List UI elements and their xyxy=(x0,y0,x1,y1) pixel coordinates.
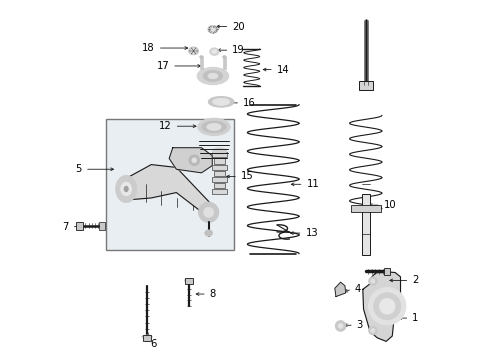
FancyBboxPatch shape xyxy=(184,278,192,284)
Text: 1: 1 xyxy=(411,313,418,323)
Ellipse shape xyxy=(198,118,230,135)
Ellipse shape xyxy=(184,279,193,282)
FancyBboxPatch shape xyxy=(106,119,233,250)
Text: 14: 14 xyxy=(276,64,289,75)
Text: 12: 12 xyxy=(159,121,171,131)
Text: 2: 2 xyxy=(411,275,418,285)
FancyBboxPatch shape xyxy=(213,158,225,163)
Circle shape xyxy=(337,323,343,328)
Circle shape xyxy=(379,298,394,314)
Text: 10: 10 xyxy=(383,200,395,210)
Ellipse shape xyxy=(124,186,128,192)
Bar xyxy=(222,57,226,69)
Polygon shape xyxy=(129,165,210,219)
Text: 11: 11 xyxy=(306,179,319,189)
Ellipse shape xyxy=(199,55,203,58)
FancyBboxPatch shape xyxy=(361,194,369,255)
Polygon shape xyxy=(169,148,212,173)
Ellipse shape xyxy=(209,27,216,32)
FancyBboxPatch shape xyxy=(213,171,225,176)
Ellipse shape xyxy=(208,96,234,107)
Bar xyxy=(199,57,203,69)
FancyBboxPatch shape xyxy=(212,177,226,182)
Circle shape xyxy=(368,277,376,285)
Text: 17: 17 xyxy=(156,61,169,71)
FancyBboxPatch shape xyxy=(212,152,226,157)
FancyBboxPatch shape xyxy=(212,165,226,170)
Ellipse shape xyxy=(207,73,218,79)
Polygon shape xyxy=(362,271,400,341)
Text: 5: 5 xyxy=(76,164,82,174)
Text: 16: 16 xyxy=(243,98,255,108)
Ellipse shape xyxy=(190,49,196,53)
Circle shape xyxy=(188,155,199,166)
Circle shape xyxy=(368,326,376,335)
Ellipse shape xyxy=(211,49,217,54)
FancyBboxPatch shape xyxy=(142,334,151,341)
Text: 7: 7 xyxy=(62,222,69,231)
FancyBboxPatch shape xyxy=(383,267,389,275)
FancyBboxPatch shape xyxy=(76,222,82,230)
Ellipse shape xyxy=(116,176,136,202)
FancyBboxPatch shape xyxy=(212,189,226,194)
Ellipse shape xyxy=(203,71,223,81)
Circle shape xyxy=(191,158,196,163)
Text: 18: 18 xyxy=(142,43,155,53)
Ellipse shape xyxy=(202,121,226,133)
Ellipse shape xyxy=(204,230,212,236)
FancyBboxPatch shape xyxy=(358,81,372,90)
Text: 6: 6 xyxy=(150,339,157,349)
Circle shape xyxy=(198,202,218,222)
Circle shape xyxy=(203,207,213,217)
Text: 20: 20 xyxy=(232,22,244,32)
Circle shape xyxy=(373,293,400,320)
FancyBboxPatch shape xyxy=(99,222,105,230)
Ellipse shape xyxy=(197,67,228,85)
Ellipse shape xyxy=(206,123,221,131)
Text: 13: 13 xyxy=(305,228,317,238)
Ellipse shape xyxy=(209,48,219,55)
Text: 15: 15 xyxy=(241,171,253,181)
Ellipse shape xyxy=(212,98,229,105)
Text: 4: 4 xyxy=(354,284,361,294)
FancyBboxPatch shape xyxy=(213,183,225,188)
Ellipse shape xyxy=(121,182,131,196)
FancyBboxPatch shape xyxy=(350,205,380,212)
Circle shape xyxy=(368,288,405,325)
Circle shape xyxy=(335,320,346,331)
Ellipse shape xyxy=(188,47,198,55)
Text: 19: 19 xyxy=(232,45,244,55)
Circle shape xyxy=(370,279,374,283)
Ellipse shape xyxy=(142,335,152,338)
Ellipse shape xyxy=(222,55,226,58)
Text: 3: 3 xyxy=(356,320,362,330)
Ellipse shape xyxy=(207,26,218,33)
Text: 9: 9 xyxy=(181,189,187,199)
Ellipse shape xyxy=(212,148,226,155)
Circle shape xyxy=(370,328,374,333)
Text: 8: 8 xyxy=(209,289,216,299)
Polygon shape xyxy=(334,282,345,297)
